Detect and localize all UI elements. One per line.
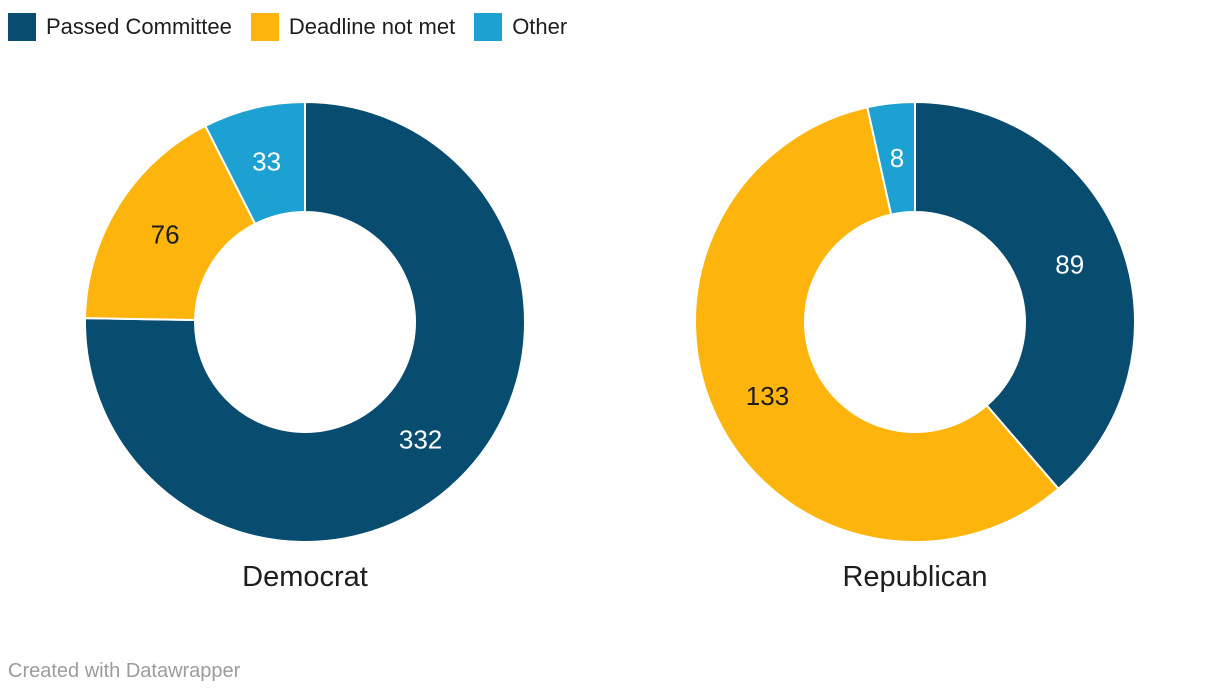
donut-svg-republican: 89 133 8 (694, 101, 1136, 543)
donut-chart-democrat: 332 76 33 Democrat (0, 100, 610, 594)
legend-label: Deadline not met (288, 14, 456, 39)
legend-swatch-icon (250, 13, 279, 41)
donut-slice-republican-passed-committee (914, 101, 1136, 490)
legend-item-other: Other (474, 13, 567, 41)
slice-value-label: 76 (151, 220, 180, 250)
datawrapper-credit: Created with Datawrapper (8, 660, 241, 682)
slice-value-label: 332 (399, 425, 442, 455)
donut-svg-democrat: 332 76 33 (84, 101, 526, 543)
donut-slice-democrat-passed-committee (84, 101, 526, 543)
slice-value-label: 89 (1055, 250, 1084, 280)
donut-slice-republican-deadline-not-met (694, 106, 1060, 543)
slice-value-label: 33 (252, 147, 281, 177)
legend-label: Other (512, 14, 568, 39)
legend-item-passed-committee: Passed Committee (8, 13, 232, 41)
donut-slice-democrat-deadline-not-met (84, 124, 257, 322)
legend-item-deadline-not-met: Deadline not met (250, 13, 456, 41)
chart-title-democrat: Democrat (242, 561, 368, 593)
chart-title-republican: Republican (842, 561, 988, 593)
charts-row: 332 76 33 Democrat 89 133 8 Republican (0, 100, 1220, 594)
donut-chart-republican: 89 133 8 Republican (610, 100, 1220, 594)
donut-slice-democrat-other (204, 101, 306, 225)
slice-value-label: 133 (746, 381, 789, 411)
donut-slice-republican-other (866, 101, 916, 216)
slice-value-label: 8 (890, 143, 904, 173)
legend-label: Passed Committee (46, 14, 232, 39)
legend-swatch-icon (474, 13, 503, 41)
legend-swatch-icon (8, 13, 36, 41)
chart-legend: Passed Committee Deadline not met Other (0, 0, 1220, 41)
